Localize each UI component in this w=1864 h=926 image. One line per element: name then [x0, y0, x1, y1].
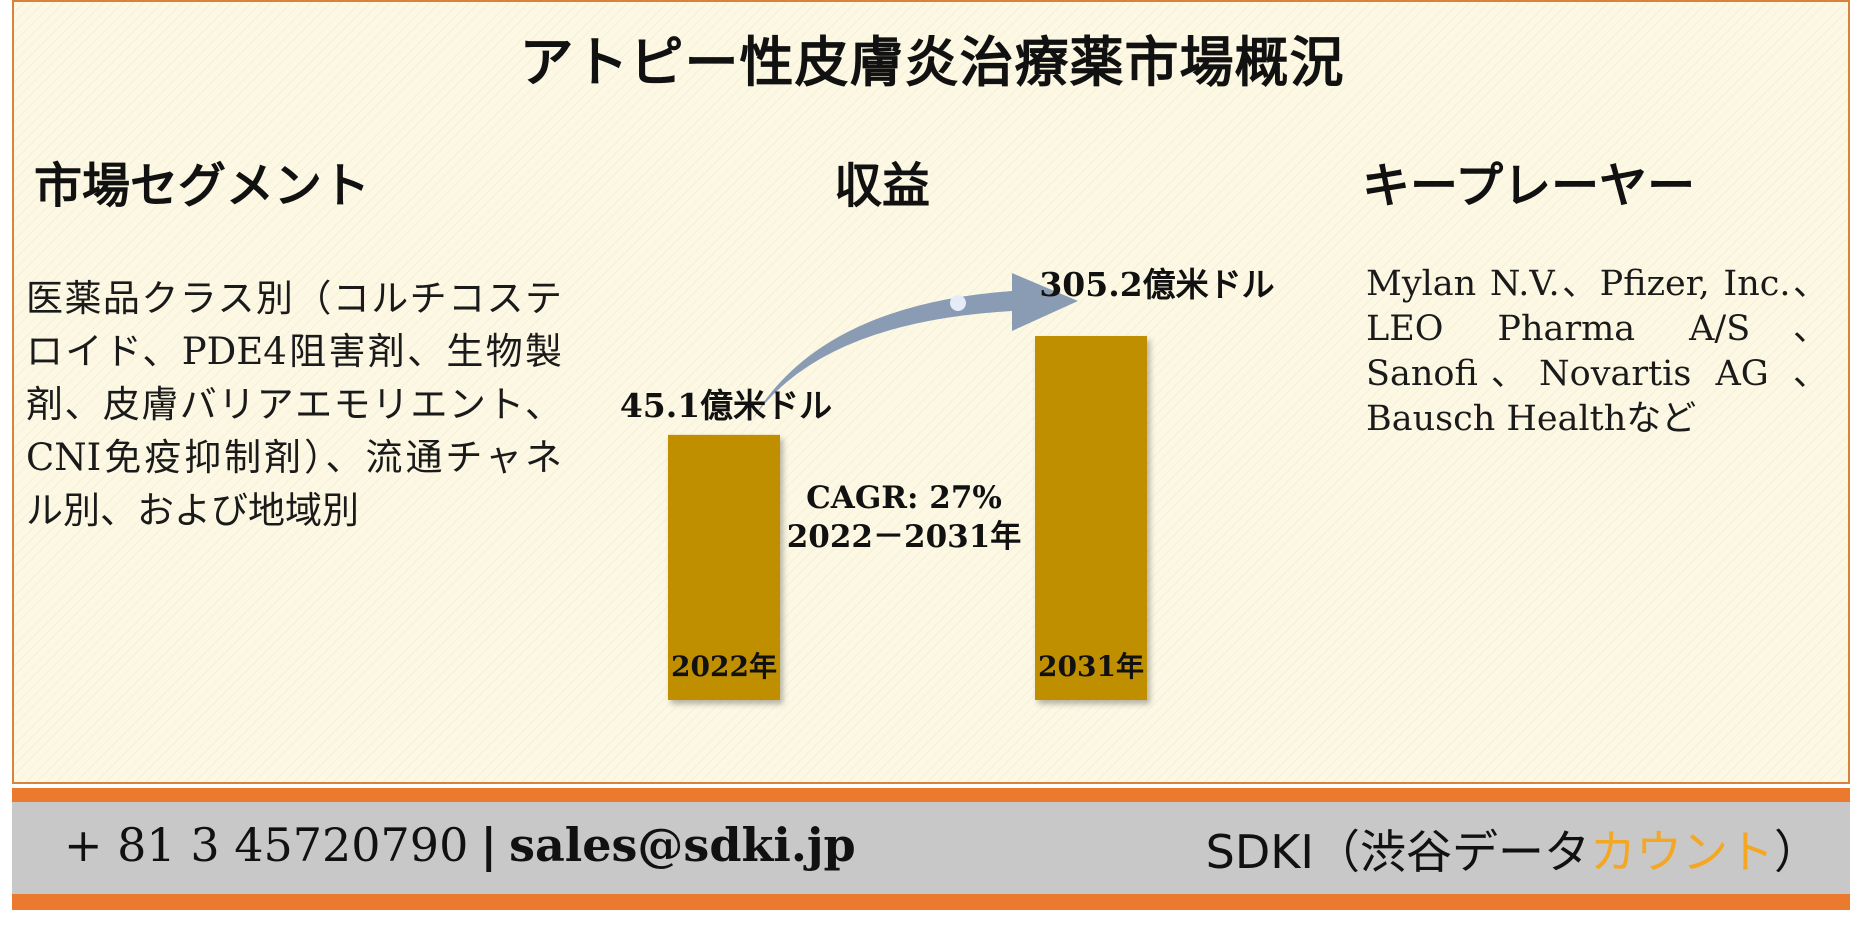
- email-link[interactable]: sales@sdki.jp: [509, 818, 856, 872]
- segment-heading: 市場セグメント: [34, 158, 371, 214]
- bar-value-label: 305.2億米ドル: [1039, 265, 1274, 304]
- brand-accent: カウント: [1590, 825, 1774, 879]
- players-heading: キープレーヤー: [1362, 158, 1696, 214]
- x-tick-label: 2031年: [1038, 650, 1144, 683]
- segment-description: 医薬品クラス別（コルチコステロイド、PDE4阻害剤、生物製剤、皮膚バリアエモリエ…: [26, 277, 562, 532]
- brand-close: ）: [1774, 825, 1820, 879]
- key-players-list: Mylan N.V.、Pfizer, Inc.、LEO Pharma A/S、S…: [1366, 264, 1828, 439]
- revenue-heading: 収益: [834, 158, 931, 214]
- footer-bar: [12, 802, 1850, 894]
- brand-name: SDKI（渋谷データカウント）: [1206, 816, 1820, 882]
- bar-2031年: [1035, 336, 1147, 700]
- contact-separator: |: [480, 818, 498, 872]
- page-title: アトピー性皮膚炎治療薬市場概況: [519, 30, 1345, 94]
- contact-info: + 81 3 45720790 | sales@sdki.jp: [64, 818, 856, 872]
- growth-arrow-dot: [950, 295, 966, 311]
- bar-value-label: 45.1億米ドル: [620, 386, 832, 425]
- footer-top-stripe: [12, 788, 1850, 802]
- growth-arrow: [752, 273, 1078, 420]
- x-tick-label: 2022年: [671, 650, 777, 683]
- cagr-period-label: 2022－2031年: [787, 519, 1022, 555]
- cagr-label: CAGR: 27%: [806, 480, 1002, 516]
- bar-2022年: [668, 434, 780, 700]
- infographic-panel: [12, 0, 1850, 784]
- footer-bottom-stripe: [12, 894, 1850, 910]
- phone-number[interactable]: + 81 3 45720790: [64, 818, 469, 872]
- brand-main: SDKI（渋谷データ: [1205, 825, 1590, 879]
